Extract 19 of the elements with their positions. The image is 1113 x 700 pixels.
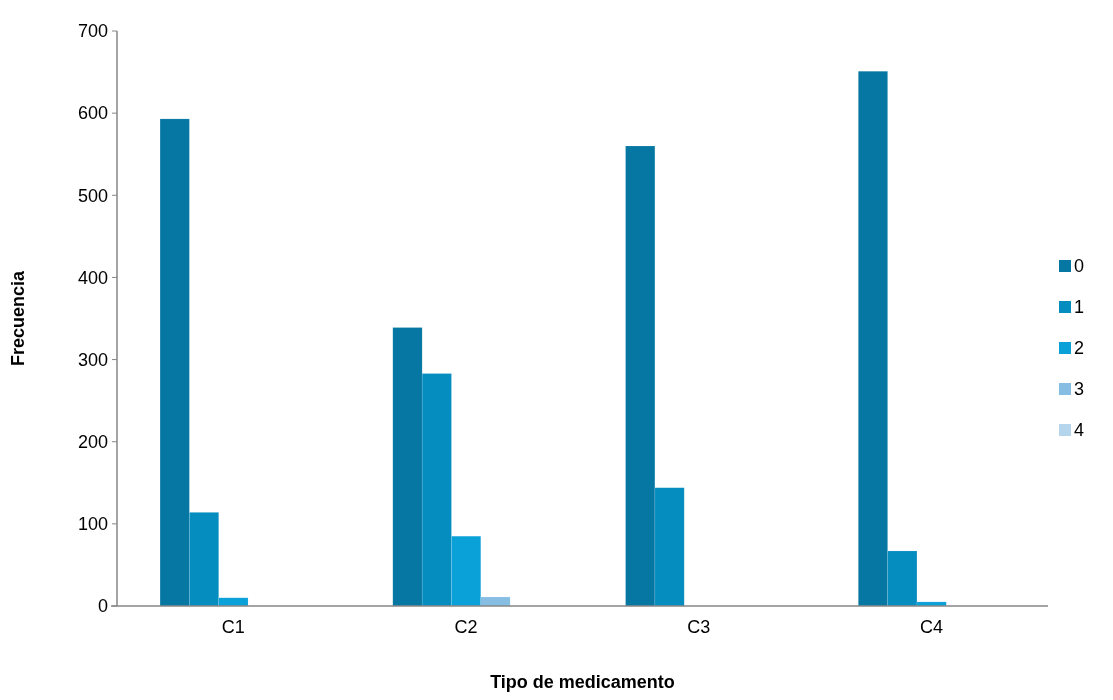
y-tick-label: 0 xyxy=(97,596,108,617)
x-tick-label: C2 xyxy=(454,617,478,637)
legend-label: 0 xyxy=(1074,256,1085,277)
y-tick-label: 500 xyxy=(77,185,108,206)
x-tick-label: C3 xyxy=(687,617,711,637)
y-tick-label: 100 xyxy=(77,514,108,535)
y-tick-label: 700 xyxy=(77,21,108,42)
y-tick-label: 600 xyxy=(77,103,108,124)
legend-label: 4 xyxy=(1074,420,1085,441)
x-tick-label: C1 xyxy=(221,617,245,637)
y-tick-label: 400 xyxy=(77,267,108,288)
legend-label: 2 xyxy=(1074,338,1085,359)
x-tick-label: C4 xyxy=(920,617,944,637)
x-axis-title: Tipo de medicamento xyxy=(490,672,675,692)
y-tick-label: 200 xyxy=(77,432,108,453)
legend-label: 1 xyxy=(1074,297,1085,318)
y-axis-title: Frecuencia xyxy=(8,269,28,367)
y-tick-label: 300 xyxy=(77,349,108,370)
legend-label: 3 xyxy=(1074,379,1085,400)
